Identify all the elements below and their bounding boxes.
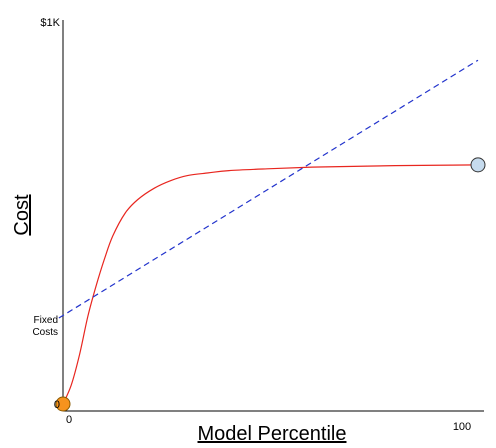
x-tick-label: 100 [453,421,471,433]
y-tick-label: $1K [40,17,60,29]
start-point-marker [55,396,71,412]
tick-label-layer: 0 $1K 0 100 [40,17,471,433]
fixed-costs-annotation: Fixed [34,315,58,326]
x-axis-title: Model Percentile [198,423,347,445]
x-tick-label: 0 [66,414,72,426]
end-point-marker [470,157,486,173]
y-axis-title: Cost [11,194,33,236]
marker-layer [55,157,486,412]
cost-curve-line [62,164,479,405]
fixed-costs-annotation: Costs [32,327,58,338]
dashed-trend-line [58,59,479,319]
series-layer [58,59,479,405]
y-tick-label: 0 [54,399,60,411]
